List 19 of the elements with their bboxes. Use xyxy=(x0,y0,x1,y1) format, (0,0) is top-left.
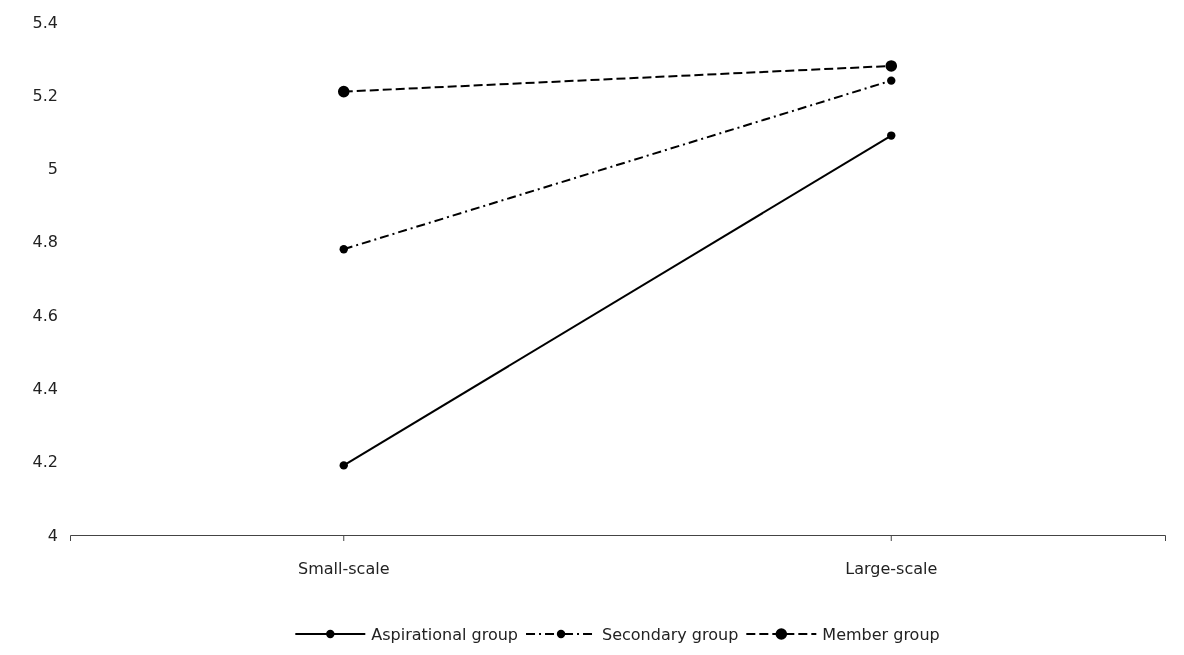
x-tick-label: Small-scale xyxy=(298,559,390,579)
legend-label: Aspirational group xyxy=(371,625,519,644)
x-tick-label: Large-scale xyxy=(845,559,938,579)
y-tick-label: 4 xyxy=(47,525,58,545)
y-tick-label: 5 xyxy=(47,159,58,179)
y-tick-label: 4.2 xyxy=(32,452,58,472)
point xyxy=(885,60,898,72)
y-tick-label: 5.4 xyxy=(32,12,58,32)
point xyxy=(337,85,350,98)
legend-label: Secondary group xyxy=(602,625,739,644)
point xyxy=(339,244,348,254)
point xyxy=(887,76,896,85)
y-tick-label: 4.4 xyxy=(32,379,58,399)
legend-label: Member group xyxy=(822,625,940,644)
y-tick-label: 4.8 xyxy=(32,232,58,252)
y-tick-label: 5.2 xyxy=(32,85,58,105)
point xyxy=(887,131,896,140)
y-tick-label: 4.6 xyxy=(32,305,58,325)
point xyxy=(339,461,348,470)
